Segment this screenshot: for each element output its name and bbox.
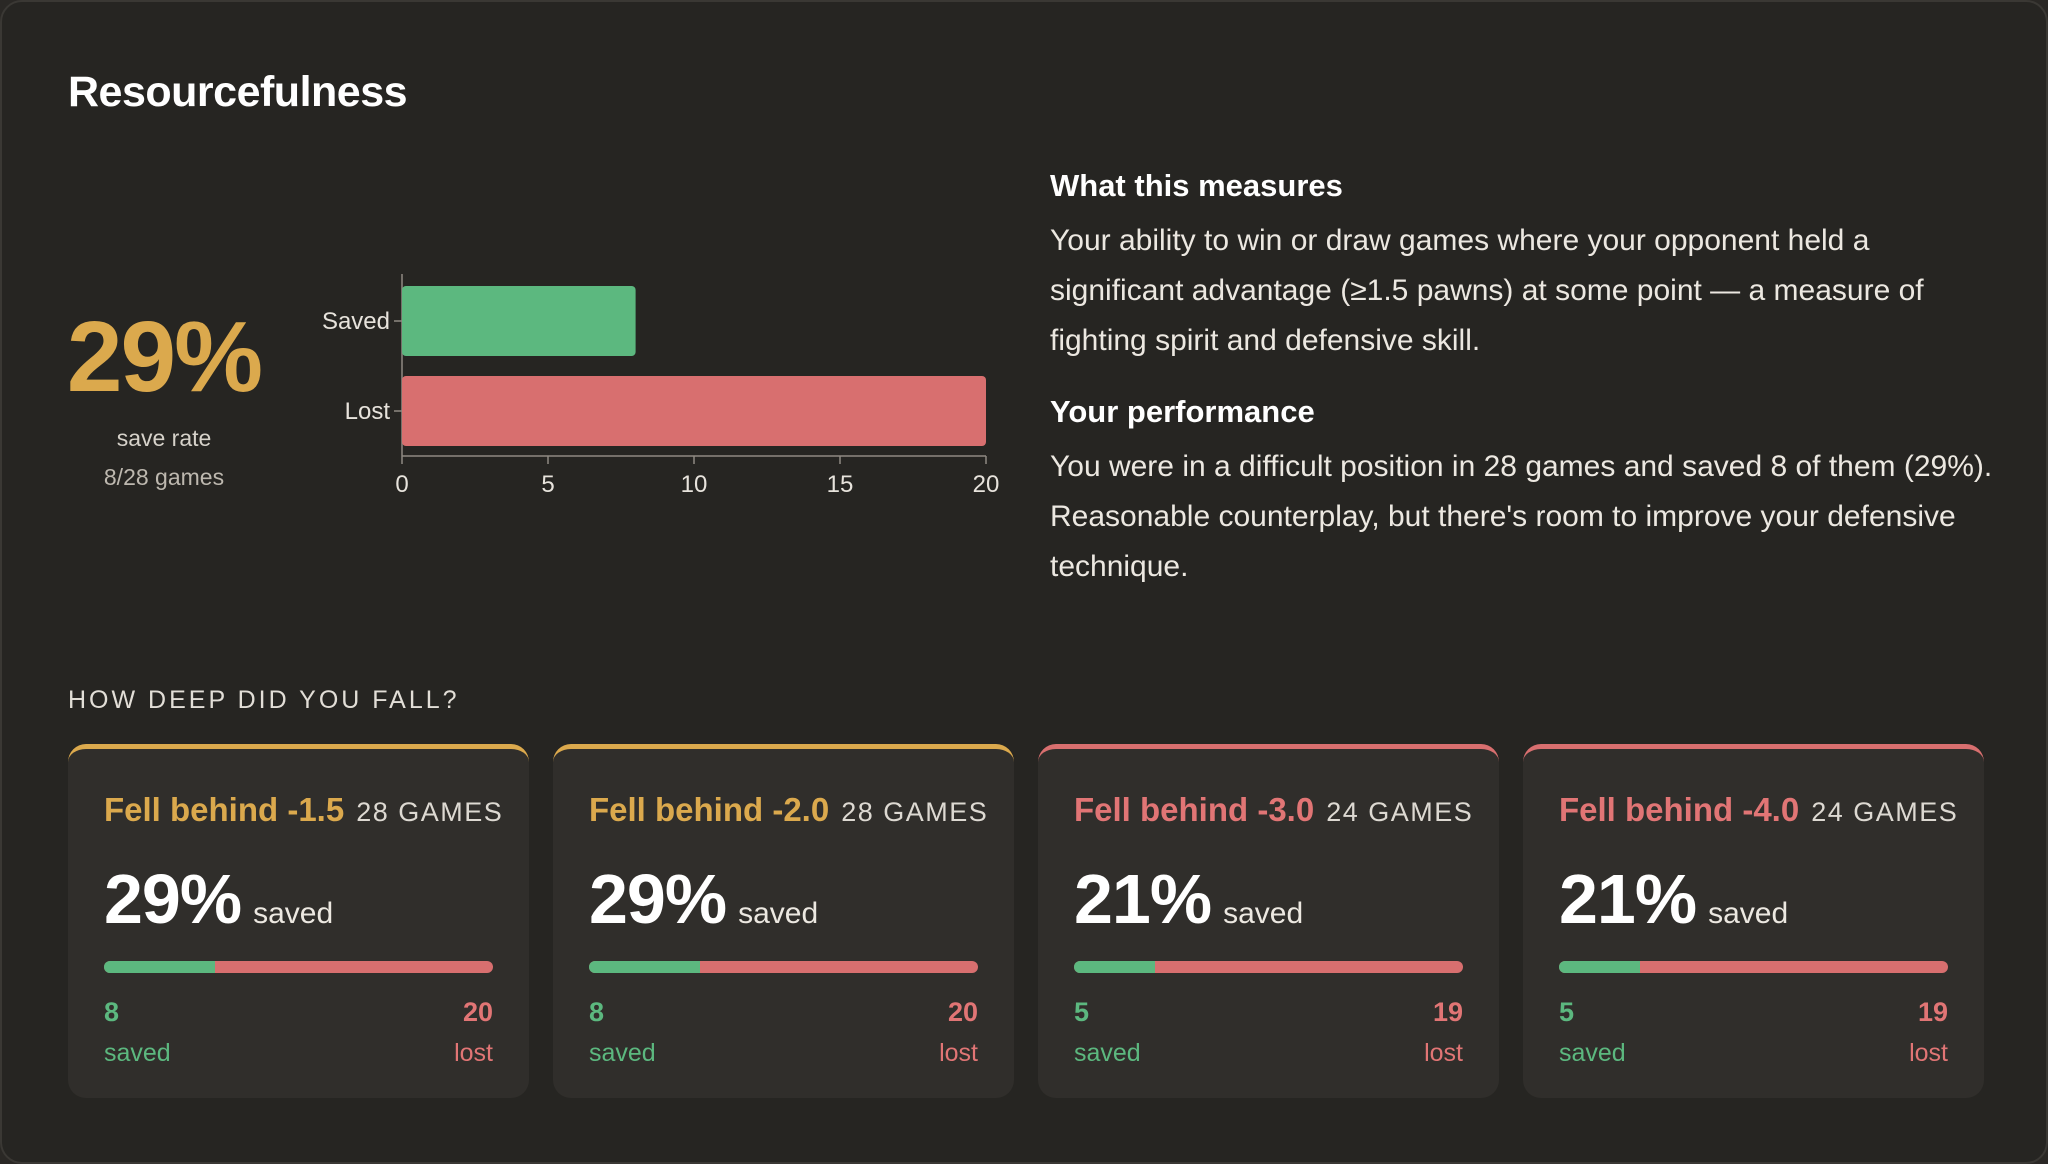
card-rate: 21%: [1074, 860, 1212, 938]
games-count-label: 8/28 games: [103, 464, 225, 490]
lost-count: 19: [1432, 997, 1463, 1027]
lost-count: 20: [462, 997, 493, 1027]
card-game-count: 28 GAMES: [356, 797, 504, 827]
card-rate: 29%: [104, 860, 242, 938]
card-game-count: 24 GAMES: [1326, 797, 1474, 827]
card-rate: 21%: [1559, 860, 1697, 938]
x-tick-label: 15: [827, 471, 854, 498]
what-measures-text: Your ability to win or draw games where …: [1050, 224, 1924, 357]
card-rate-label: saved: [253, 897, 334, 930]
depth-card-2-0: Fell behind -2.0 28 GAMES 29% saved 8 20 s…: [553, 744, 1014, 1098]
card-rate-label: saved: [738, 897, 819, 930]
saved-lost-bar: [1559, 961, 1948, 973]
card-name: Fell behind -2.0: [589, 791, 830, 828]
y-tick-label: Lost: [345, 398, 391, 425]
card-name: Fell behind -3.0: [1074, 791, 1315, 828]
saved-label: saved: [589, 1039, 656, 1067]
save-rate-label: save rate: [116, 425, 212, 451]
depth-card-1-5: Fell behind -1.5 28 GAMES 29% saved 8 20 s…: [68, 744, 529, 1098]
what-measures-heading: What this measures: [1050, 168, 1343, 203]
performance-heading: Your performance: [1050, 394, 1315, 429]
saved-count: 5: [1559, 997, 1575, 1027]
card-name: Fell behind -1.5: [104, 791, 345, 828]
save-rate-value: 29%: [66, 301, 263, 413]
save-rate-summary: 29% save rate 8/28 games: [58, 307, 270, 491]
x-tick-label: 10: [681, 471, 708, 498]
performance-text: You were in a difficult position in 28 g…: [1050, 450, 1993, 583]
saved-count: 8: [104, 997, 120, 1027]
card-rate-label: saved: [1708, 897, 1789, 930]
saved-lost-bar: [589, 961, 978, 973]
saved-count: 8: [589, 997, 605, 1027]
x-tick-label: 5: [541, 471, 554, 498]
card-rate-label: saved: [1223, 897, 1304, 930]
bar-lost: [402, 376, 986, 446]
saved-fill: [589, 961, 701, 973]
saved-fill: [1074, 961, 1156, 973]
saved-label: saved: [1559, 1039, 1626, 1067]
lost-label: lost: [939, 1039, 978, 1067]
section-label: HOW DEEP DID YOU FALL?: [68, 686, 460, 714]
info-section: What this measures Your ability to win o…: [1050, 168, 2000, 592]
lost-count: 20: [947, 997, 978, 1027]
y-tick-label: Saved: [322, 308, 390, 335]
bar-saved: [402, 286, 636, 356]
saved-label: saved: [1074, 1039, 1141, 1067]
saved-label: saved: [104, 1039, 171, 1067]
saved-lost-bar-chart: Saved Lost 0 5 10 15 20: [322, 274, 1000, 498]
saved-fill: [1559, 961, 1641, 973]
depth-card-4-0: Fell behind -4.0 24 GAMES 21% saved 5 19 s…: [1523, 744, 1984, 1098]
saved-lost-bar: [104, 961, 493, 973]
lost-label: lost: [454, 1039, 493, 1067]
lost-count: 19: [1917, 997, 1948, 1027]
depth-cards: Fell behind -1.5 28 GAMES 29% saved 8 20 s…: [68, 744, 1984, 1098]
x-tick-label: 0: [395, 471, 408, 498]
x-tick-label: 20: [973, 471, 1000, 498]
saved-fill: [104, 961, 216, 973]
card-rate: 29%: [589, 860, 727, 938]
lost-label: lost: [1909, 1039, 1948, 1067]
card-game-count: 28 GAMES: [841, 797, 989, 827]
lost-label: lost: [1424, 1039, 1463, 1067]
depth-card-3-0: Fell behind -3.0 24 GAMES 21% saved 5 19 s…: [1038, 744, 1499, 1098]
card-name: Fell behind -4.0: [1559, 791, 1800, 828]
card-game-count: 24 GAMES: [1811, 797, 1959, 827]
page-title: Resourcefulness: [68, 68, 408, 116]
saved-count: 5: [1074, 997, 1090, 1027]
saved-lost-bar: [1074, 961, 1463, 973]
